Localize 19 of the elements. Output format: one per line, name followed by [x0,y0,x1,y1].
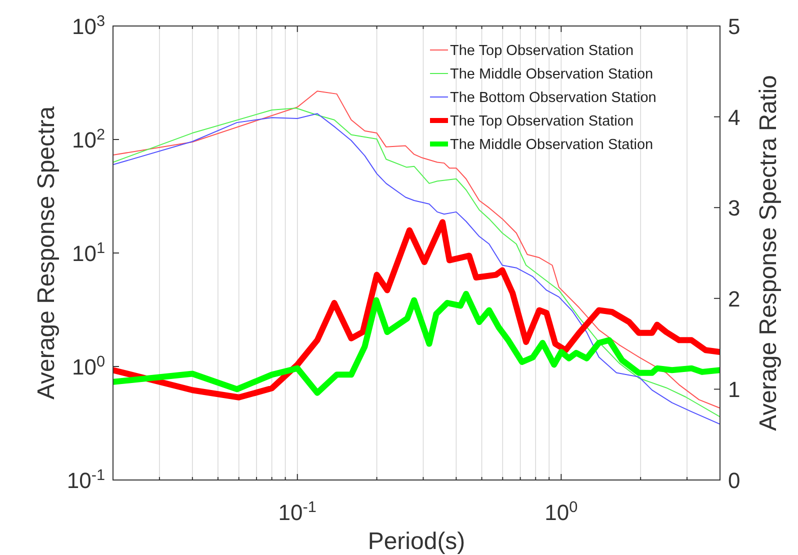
legend-label: The Top Observation Station [450,114,634,130]
legend-label: The Middle Observation Station [450,66,654,82]
y-tick-label: 10$^{1}$ [72,240,105,266]
x-axis-title: Period(s) [368,528,466,555]
legend-label: The Middle Observation Station [450,137,654,153]
y2-axis-title: Average Response Spectra Ratio [755,75,782,431]
legend-label: The Bottom Observation Station [450,90,656,106]
y2-tick-label: 4 [728,104,740,130]
y2-tick-label: 5 [728,14,740,39]
y-tick-label: 10$^{0}$ [72,353,105,380]
legend-label: The Top Observation Station [450,43,634,59]
y-tick-label: 10$^{3}$ [72,12,105,39]
y2-tick-label: 0 [728,468,740,493]
y2-tick-label: 1 [728,377,740,402]
y-axis-title: Average Response Spectra [33,106,60,400]
y-tick-label: 10$^{2}$ [72,126,105,152]
y-tick-label: 10$^{-1}$ [66,466,105,493]
y2-tick-label: 2 [728,286,740,312]
y2-tick-label: 3 [728,196,740,221]
